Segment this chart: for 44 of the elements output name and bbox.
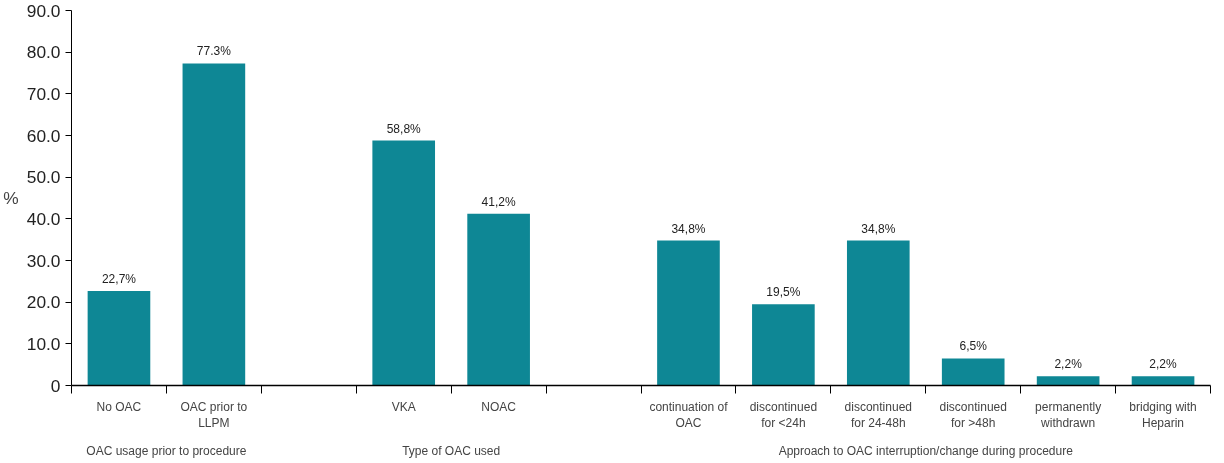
x-tick-label: VKA — [391, 399, 416, 414]
y-tick-label: 40.0 — [26, 208, 61, 229]
y-tick-label: 50.0 — [26, 167, 61, 188]
bar — [752, 304, 815, 386]
x-tick-label: continuation of OAC — [649, 399, 729, 431]
data-label: 22,7% — [101, 271, 137, 286]
x-tick-label: discontinued for 24-48h — [844, 399, 912, 431]
data-label: 19,5% — [766, 285, 801, 300]
y-axis-title: % — [3, 188, 19, 208]
x-tick-label: No OAC — [96, 399, 142, 414]
data-label: 58,8% — [386, 121, 422, 136]
y-tick-label: 20.0 — [26, 292, 61, 313]
data-label: 77.3% — [196, 44, 232, 59]
bar — [941, 358, 1005, 386]
x-tick-label: OAC prior to LLPM — [180, 399, 248, 431]
bar — [657, 240, 720, 386]
bar — [846, 240, 910, 386]
y-tick-label: 30.0 — [26, 250, 61, 271]
bar — [467, 213, 530, 386]
y-tick-label: 80.0 — [26, 42, 61, 63]
x-tick-label: bridging with Heparin — [1129, 399, 1197, 431]
x-tick-label: NOAC — [481, 399, 517, 414]
text: Type of OAC used — [402, 443, 501, 458]
bar — [182, 63, 246, 386]
data-label: 2,2% — [1054, 357, 1083, 372]
y-tick-label: 60.0 — [26, 125, 61, 146]
y-tick-label: 0 — [50, 375, 61, 396]
bar — [1131, 376, 1195, 386]
text: OAC usage prior to procedure — [86, 443, 247, 458]
x-tick-label: permanently withdrawn — [1035, 399, 1102, 431]
text: Approach to OAC interruption/change during procedure — [778, 443, 1074, 458]
bar — [87, 290, 151, 386]
x-tick-label: discontinued for <24h — [749, 399, 818, 431]
data-label: 41,2% — [481, 194, 516, 209]
bar — [372, 140, 436, 386]
data-label: 34,8% — [671, 221, 706, 236]
data-label: 34,8% — [861, 221, 896, 236]
y-tick-label: 10.0 — [26, 333, 61, 354]
x-tick-label: discontinued for >48h — [939, 399, 1007, 431]
bar — [1036, 376, 1100, 386]
y-tick-label: 90.0 — [26, 0, 61, 21]
data-label: 6,5% — [959, 339, 988, 354]
y-tick-label: 70.0 — [26, 83, 61, 104]
data-label: 2,2% — [1149, 357, 1178, 372]
